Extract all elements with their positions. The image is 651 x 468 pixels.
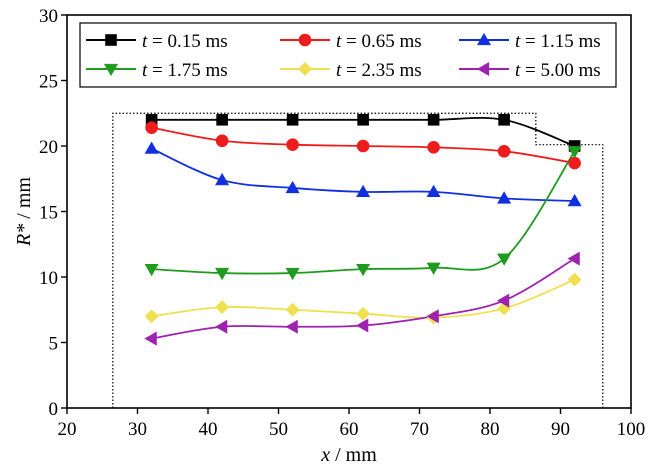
series-markers bbox=[144, 114, 582, 346]
data-point-series-4 bbox=[215, 267, 230, 281]
x-tick-label: 60 bbox=[340, 419, 359, 440]
x-tick-label: 90 bbox=[551, 419, 570, 440]
legend-marker-3 bbox=[476, 32, 492, 46]
y-tick-label: 10 bbox=[39, 268, 58, 289]
data-point-series-1 bbox=[498, 114, 510, 126]
data-point-series-4 bbox=[497, 253, 512, 266]
x-tick-label: 70 bbox=[410, 419, 429, 440]
x-axis-label: x / mm bbox=[320, 444, 377, 466]
data-point-series-6 bbox=[426, 309, 439, 324]
data-point-series-6 bbox=[214, 319, 228, 334]
data-point-series-3 bbox=[426, 184, 441, 198]
data-point-series-6 bbox=[567, 251, 580, 266]
x-tick-label: 100 bbox=[617, 419, 646, 440]
data-point-series-2 bbox=[215, 134, 229, 148]
legend-marker-1 bbox=[105, 34, 117, 46]
data-point-series-4 bbox=[426, 262, 441, 275]
legend-label-6: t = 5.00 ms bbox=[515, 60, 601, 81]
data-point-series-2 bbox=[568, 156, 581, 170]
nozzle-outline bbox=[112, 112, 604, 408]
legend-marker-6 bbox=[476, 61, 490, 77]
data-point-series-1 bbox=[216, 114, 228, 126]
data-point-series-5 bbox=[144, 309, 159, 324]
data-point-series-3 bbox=[356, 184, 371, 198]
data-point-series-1 bbox=[286, 114, 299, 126]
data-point-series-4 bbox=[285, 267, 300, 281]
y-tick-label: 30 bbox=[39, 6, 58, 27]
data-point-series-3 bbox=[215, 172, 230, 186]
legend-label-4: t = 1.75 ms bbox=[142, 60, 228, 81]
x-tick-label: 80 bbox=[481, 419, 500, 440]
data-point-series-4 bbox=[567, 146, 582, 159]
y-tick-label: 0 bbox=[49, 399, 59, 420]
legend-marker-5 bbox=[298, 62, 312, 76]
data-point-series-6 bbox=[144, 331, 157, 346]
data-point-series-4 bbox=[356, 263, 371, 277]
data-point-series-1 bbox=[427, 114, 440, 126]
outline-path bbox=[112, 112, 604, 408]
series-line-4 bbox=[151, 150, 576, 275]
data-point-series-1 bbox=[357, 114, 369, 126]
y-tick-label: 5 bbox=[49, 334, 59, 355]
data-point-series-2 bbox=[356, 139, 370, 153]
x-tick-label: 20 bbox=[58, 419, 77, 440]
x-tick-label: 30 bbox=[128, 419, 147, 440]
data-point-series-3 bbox=[285, 180, 300, 194]
legend-marker-4 bbox=[103, 63, 119, 77]
data-point-series-2 bbox=[497, 144, 511, 158]
data-point-series-3 bbox=[497, 191, 512, 204]
x-tick-label: 50 bbox=[269, 419, 288, 440]
x-axis-ticks: 20 30 40 50 60 70 80 90 100 bbox=[58, 408, 646, 440]
legend-label-1: t = 0.15 ms bbox=[142, 31, 228, 52]
legend-marker-2 bbox=[298, 33, 312, 47]
data-point-series-6 bbox=[496, 293, 510, 308]
y-tick-label: 20 bbox=[39, 137, 58, 158]
data-point-series-6 bbox=[285, 319, 298, 334]
data-point-series-4 bbox=[144, 263, 159, 277]
data-point-series-5 bbox=[356, 306, 371, 321]
legend-label-5: t = 2.35 ms bbox=[336, 60, 422, 81]
y-axis-label: R* / mm bbox=[13, 177, 35, 247]
data-point-series-3 bbox=[144, 141, 159, 154]
y-tick-label: 15 bbox=[39, 203, 58, 224]
data-point-series-5 bbox=[567, 272, 582, 287]
data-point-series-6 bbox=[355, 318, 369, 333]
x-tick-label: 40 bbox=[199, 419, 218, 440]
y-tick-label: 25 bbox=[39, 72, 58, 93]
y-axis-ticks: 0 5 10 15 20 25 30 bbox=[39, 6, 67, 420]
legend-label-3: t = 1.15 ms bbox=[515, 31, 601, 52]
data-point-series-5 bbox=[215, 300, 230, 315]
legend-label-2: t = 0.65 ms bbox=[336, 31, 422, 52]
data-point-series-2 bbox=[427, 141, 440, 154]
legend-box bbox=[79, 22, 617, 88]
data-point-series-3 bbox=[567, 193, 582, 207]
data-point-series-2 bbox=[145, 121, 158, 134]
data-point-series-5 bbox=[285, 302, 300, 317]
data-point-series-2 bbox=[286, 138, 299, 151]
legend: t = 0.15 ms t = 0.65 ms t = 1.15 ms t = 1.7… bbox=[86, 31, 601, 81]
